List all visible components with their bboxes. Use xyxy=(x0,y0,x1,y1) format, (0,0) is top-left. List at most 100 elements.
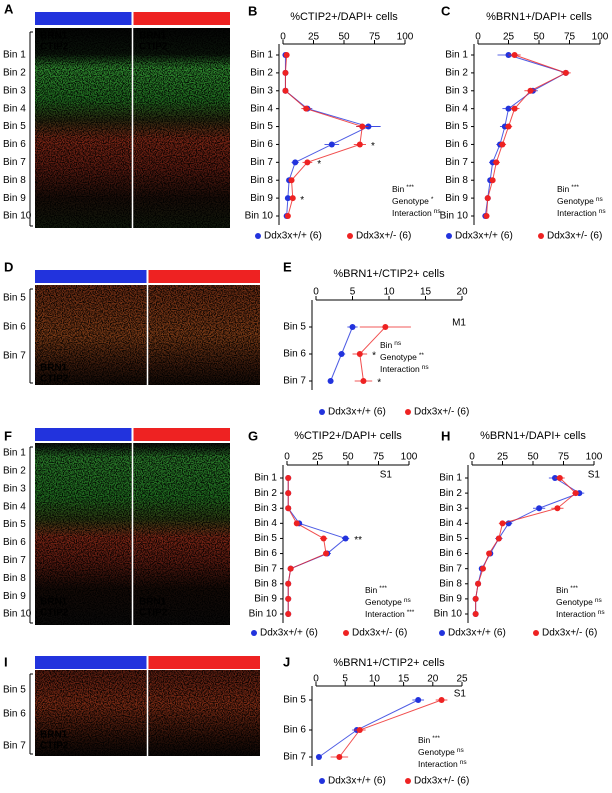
data-point xyxy=(472,611,479,617)
region-label: M1 xyxy=(452,318,466,329)
category-label: Bin 6 xyxy=(283,725,306,736)
data-point xyxy=(483,213,490,219)
data-point xyxy=(359,123,366,130)
x-tick-label: 100 xyxy=(401,452,418,463)
stat-line: Genotype ** xyxy=(380,352,424,363)
data-point xyxy=(285,580,292,587)
stat-significance: ns xyxy=(394,340,402,347)
genotype-bar-het xyxy=(133,12,230,25)
x-tick-label: 5 xyxy=(350,287,356,298)
category-label: Bin 4 xyxy=(439,518,462,529)
panel-letter: B xyxy=(248,3,257,18)
bin-label: Bin 9 xyxy=(3,591,26,602)
stat-label: Bin xyxy=(556,585,569,595)
category-label: Bin 8 xyxy=(250,175,273,186)
category-label: Bin 5 xyxy=(283,322,306,333)
stat-line: Interaction ns xyxy=(380,364,429,375)
data-point xyxy=(382,324,389,330)
data-point xyxy=(479,565,486,572)
legend-label: Ddx3x+/+ (6) xyxy=(328,407,386,418)
data-point xyxy=(554,505,561,512)
data-point xyxy=(572,490,579,497)
data-point xyxy=(484,195,491,202)
x-tick-label: 25 xyxy=(456,674,468,685)
x-tick-label: 75 xyxy=(558,452,570,463)
stat-label: Interaction xyxy=(392,208,432,218)
stat-label: Interaction xyxy=(380,364,420,374)
bin-label: Bin 10 xyxy=(3,609,32,620)
legend-swatch xyxy=(343,630,349,636)
chart-title: %CTIP2+/DAPI+ cells xyxy=(290,11,398,23)
category-label: Bin 9 xyxy=(254,594,277,605)
legend-swatch xyxy=(251,630,257,636)
data-point xyxy=(304,159,311,166)
genotype-bar-het xyxy=(133,428,230,441)
category-label: Bin 8 xyxy=(445,175,468,186)
data-point xyxy=(505,123,512,130)
panel-letter: J xyxy=(283,654,290,669)
stat-line: Genotype * xyxy=(392,196,434,207)
bin-label: Bin 4 xyxy=(3,103,26,114)
legend-label: Ddx3x+/- (6) xyxy=(414,407,469,418)
stat-line: Bin *** xyxy=(556,585,578,596)
category-label: Bin 3 xyxy=(250,85,273,96)
category-label: Bin 10 xyxy=(245,211,274,222)
category-label: Bin 6 xyxy=(283,349,306,360)
legend-label: Ddx3x+/- (6) xyxy=(542,628,597,639)
stat-line: Interaction ns xyxy=(418,759,467,770)
stain-label: BRN1 xyxy=(139,31,167,42)
genotype-bar-wt xyxy=(35,270,147,283)
x-tick-label: 75 xyxy=(564,32,576,43)
series-line xyxy=(484,54,568,217)
stain-label: CTIP2 xyxy=(139,608,168,619)
legend-swatch xyxy=(255,233,261,239)
data-point xyxy=(349,324,356,330)
stat-label: Genotype xyxy=(365,597,402,607)
data-point xyxy=(282,87,289,94)
category-label: Bin 10 xyxy=(440,211,469,222)
stat-significance: ** xyxy=(419,352,425,359)
x-tick-label: 50 xyxy=(342,452,354,463)
stat-significance: *** xyxy=(379,585,387,592)
bin-label: Bin 2 xyxy=(3,466,26,477)
category-label: Bin 6 xyxy=(254,548,277,559)
x-tick-label: 10 xyxy=(383,287,395,298)
category-label: Bin 1 xyxy=(439,473,462,484)
stat-line: Interaction ns xyxy=(557,208,606,219)
category-label: Bin 8 xyxy=(439,578,462,589)
region-label: S1 xyxy=(588,470,601,481)
stat-line: Bin *** xyxy=(557,184,579,195)
category-label: Bin 6 xyxy=(445,139,468,150)
stat-significance: *** xyxy=(407,609,415,616)
category-label: Bin 5 xyxy=(439,533,462,544)
category-label: Bin 1 xyxy=(445,50,468,61)
category-label: Bin 7 xyxy=(250,157,273,168)
data-point xyxy=(288,177,295,184)
data-point xyxy=(336,754,343,760)
data-point xyxy=(282,69,289,76)
region-label: S1 xyxy=(380,470,393,481)
category-label: Bin 2 xyxy=(250,68,273,79)
category-label: Bin 9 xyxy=(445,193,468,204)
data-point xyxy=(323,550,330,557)
stat-line: Genotype ns xyxy=(556,597,602,608)
data-point xyxy=(338,351,345,357)
x-tick-label: 0 xyxy=(313,287,319,298)
stat-significance: ns xyxy=(598,609,606,616)
genotype-bar-wt xyxy=(35,428,132,441)
panel-letter: A xyxy=(4,1,14,16)
category-label: Bin 5 xyxy=(250,121,273,132)
category-label: Bin 3 xyxy=(445,85,468,96)
data-point xyxy=(287,565,294,572)
stat-significance: ns xyxy=(404,597,412,604)
stat-label: Genotype xyxy=(557,196,594,206)
category-label: Bin 2 xyxy=(254,488,277,499)
category-label: Bin 7 xyxy=(254,563,277,574)
stat-label: Genotype xyxy=(392,196,429,206)
data-point xyxy=(493,159,500,166)
data-point xyxy=(360,378,367,384)
x-tick-label: 20 xyxy=(427,674,439,685)
category-label: Bin 8 xyxy=(254,578,277,589)
data-point xyxy=(472,595,479,602)
stat-label: Genotype xyxy=(380,352,417,362)
